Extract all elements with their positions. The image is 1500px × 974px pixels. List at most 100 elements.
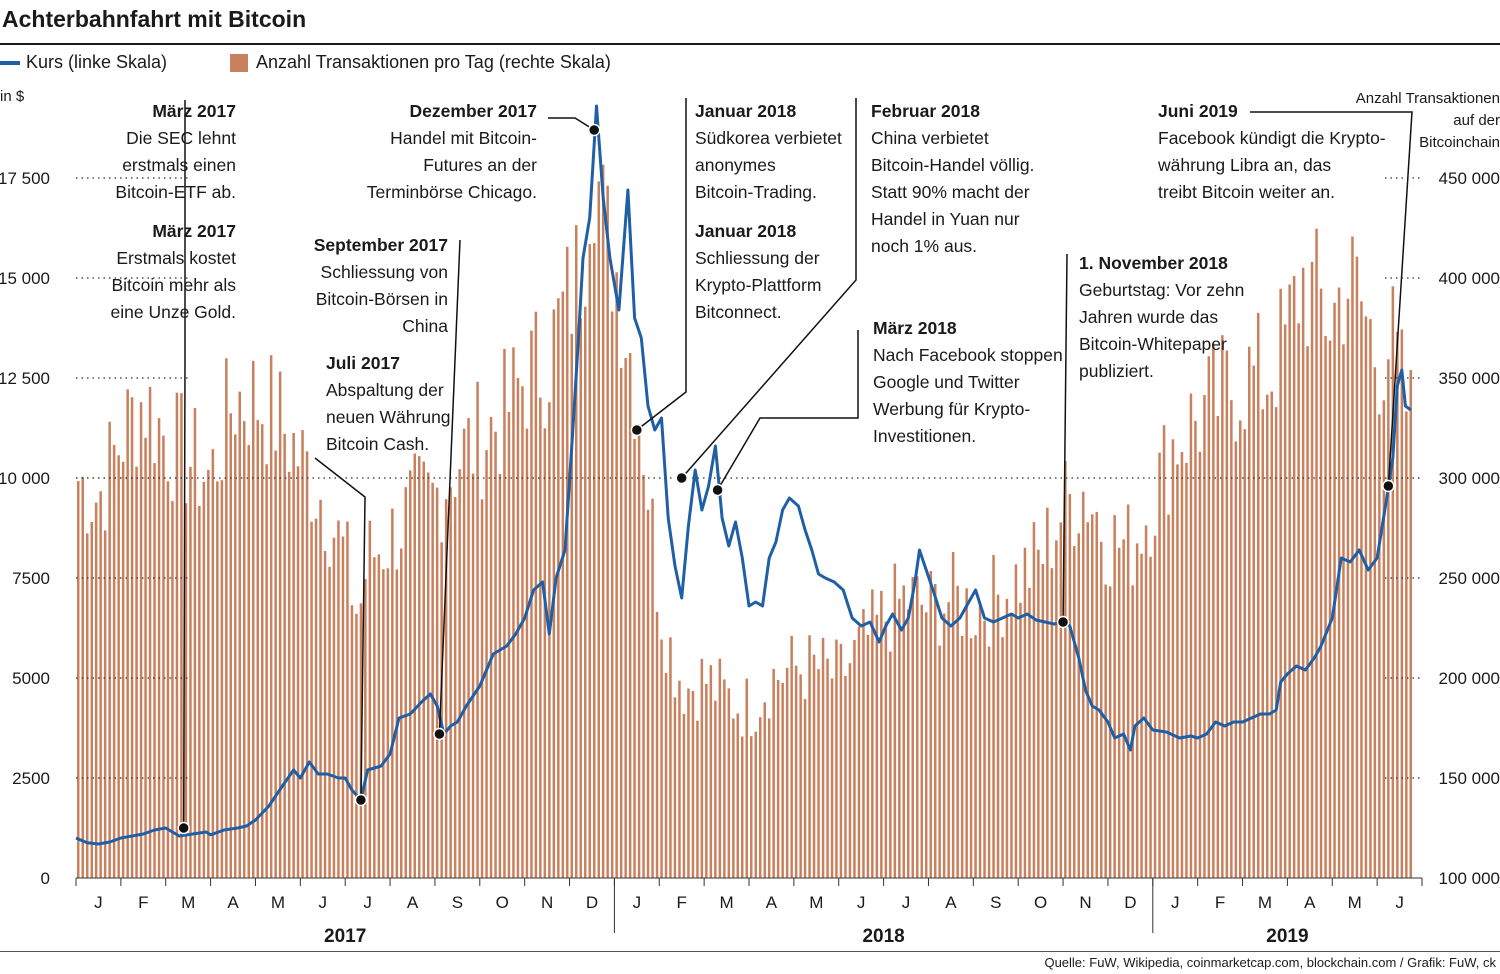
transaction-bar [337, 520, 340, 878]
transaction-bar [1171, 439, 1175, 878]
title-rule [0, 43, 1500, 45]
leader-line [681, 98, 857, 479]
source-rule [0, 951, 1500, 952]
right-tick-label: 250 000 [1439, 569, 1500, 588]
transaction-bar [705, 683, 708, 878]
left-tick-label: 2500 [12, 769, 50, 788]
month-label: S [990, 893, 1001, 912]
left-tick-label: 17 500 [0, 169, 50, 188]
transaction-bar [1243, 429, 1246, 878]
transaction-bar [1068, 494, 1072, 878]
transaction-bar [207, 469, 210, 878]
transaction-bar [265, 464, 268, 878]
transaction-bar [1288, 284, 1291, 878]
month-label: F [1215, 893, 1225, 912]
transaction-bar [1059, 522, 1063, 878]
transaction-bar [489, 416, 493, 878]
transaction-bar [561, 291, 565, 879]
transaction-bar [575, 225, 578, 879]
transaction-bar [866, 635, 870, 878]
transaction-bar [1279, 288, 1282, 878]
transaction-bar [328, 566, 331, 878]
transaction-bar [767, 718, 771, 878]
transaction-bar [234, 434, 237, 878]
transaction-bar [422, 461, 425, 878]
transaction-bar [112, 444, 116, 878]
transaction-bar [153, 463, 156, 878]
transaction-bar [619, 367, 623, 878]
transaction-bar [1225, 350, 1229, 878]
annotation-heading: März 2017 [152, 221, 236, 241]
transaction-bar [198, 505, 201, 878]
transaction-bar [90, 522, 93, 878]
transaction-bar [1319, 288, 1323, 879]
transaction-bar [754, 731, 757, 878]
legend-price-label: Kurs (linke Skala) [26, 52, 168, 72]
transaction-bar [785, 667, 789, 878]
transaction-bar [907, 609, 910, 878]
transaction-bar [1144, 525, 1148, 878]
annotation-jan18-bitconnect: Januar 2018 Schliessung der Krypto-Platt… [695, 218, 821, 326]
transaction-bar [1162, 425, 1166, 878]
transaction-bar [826, 658, 829, 878]
annotation-body: Nach Facebook stoppen Google und Twitter… [873, 345, 1063, 446]
transaction-bar [669, 637, 672, 878]
transaction-bar [1360, 301, 1363, 878]
month-label: A [407, 893, 419, 912]
annotation-mar17-sec: März 2017 Die SEC lehnt erstmals einen B… [115, 98, 236, 206]
transaction-bar [1073, 546, 1076, 878]
transaction-bar [1346, 298, 1350, 878]
transaction-bar [261, 424, 264, 878]
month-label: J [94, 893, 103, 912]
year-label: 2017 [324, 926, 366, 947]
price-line [75, 104, 1412, 846]
transaction-bar [94, 502, 98, 878]
event-marker [177, 821, 190, 835]
transaction-bar [776, 679, 780, 878]
transaction-bar [584, 306, 587, 879]
transaction-bar [77, 481, 80, 878]
transaction-bar [269, 355, 273, 878]
left-tick-label: 5000 [12, 669, 50, 688]
transaction-bar [193, 408, 197, 878]
transaction-bar [521, 386, 524, 878]
transaction-bar [453, 497, 457, 878]
transaction-bar [1266, 394, 1269, 878]
annotation-body: Facebook kündigt die Krypto- währung Lib… [1158, 128, 1386, 202]
transaction-bar [1234, 441, 1238, 878]
transaction-bar [934, 584, 937, 878]
transaction-bar [1396, 332, 1399, 878]
transaction-bar [189, 466, 192, 878]
annotation-heading: März 2018 [873, 318, 957, 338]
transaction-bar [920, 604, 923, 878]
transaction-bar [471, 473, 475, 878]
annotation-heading: Dezember 2017 [409, 101, 537, 121]
source-credit: Quelle: FuW, Wikipedia, coinmarketcap.co… [1044, 955, 1496, 970]
transaction-bar [925, 612, 928, 878]
transaction-bar [498, 474, 502, 878]
transaction-bar [1046, 507, 1049, 878]
month-label: A [1304, 893, 1316, 912]
transaction-bar [1041, 564, 1045, 878]
transaction-bar [1055, 540, 1058, 878]
leader-line [1062, 253, 1068, 623]
transaction-bar [166, 481, 170, 878]
transaction-bar [431, 482, 434, 878]
month-label: M [719, 893, 733, 912]
transaction-bar [162, 435, 165, 878]
annotation-body: Die SEC lehnt erstmals einen Bitcoin-ETF… [115, 128, 236, 202]
transaction-bar [211, 449, 215, 878]
transaction-bar [1158, 452, 1161, 878]
transaction-bar [1014, 564, 1018, 878]
transaction-bar [1261, 409, 1264, 878]
annotation-heading: Januar 2018 [695, 101, 797, 121]
transaction-bar [418, 456, 421, 878]
right-axis-title-line-1: Anzahl Transaktionen [1355, 90, 1500, 107]
transaction-bar [696, 720, 699, 878]
transaction-bar [642, 474, 645, 878]
month-label: A [945, 893, 957, 912]
annotation-heading: 1. November 2018 [1079, 253, 1228, 273]
annotation-feb18: Februar 2018 China verbietet Bitcoin-Han… [871, 98, 1034, 260]
transaction-bar [1324, 336, 1327, 878]
